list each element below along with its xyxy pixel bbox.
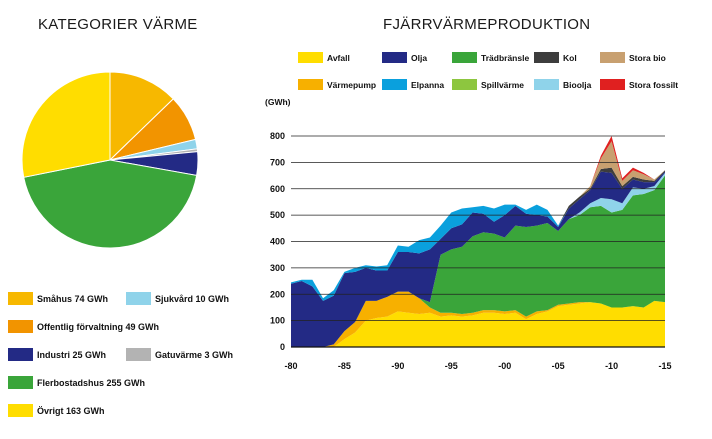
area-series-elpanna <box>291 171 665 301</box>
legend-swatch <box>452 52 477 63</box>
legend-label: Flerbostadshus 255 GWh <box>37 377 146 388</box>
area-series-värmepump <box>291 291 665 347</box>
pie-legend-item-sjukvard: Sjukvård 10 GWh <box>126 292 229 305</box>
area-legend-item-avfall: Avfall <box>298 52 350 63</box>
y-tick-label: 600 <box>270 184 285 194</box>
area-legend-item-olja: Olja <box>382 52 427 63</box>
legend-label: Bioolja <box>563 79 592 90</box>
area-legend-item-tradbransle: Trädbränsle <box>452 52 529 63</box>
x-tick-label: -90 <box>391 361 404 371</box>
legend-label: Olja <box>411 52 428 63</box>
legend-swatch <box>600 79 625 90</box>
y-tick-label: 400 <box>270 237 285 247</box>
area-legend-item-stora-bio: Stora bio <box>600 52 666 63</box>
legend-swatch <box>600 52 625 63</box>
x-tick-label: -80 <box>284 361 297 371</box>
y-tick-label: 0 <box>280 342 285 352</box>
legend-label: Värmepump <box>327 79 377 90</box>
legend-label: Övrigt 163 GWh <box>37 405 105 416</box>
pie-legend-item-industri: Industri 25 GWh <box>8 348 106 361</box>
x-tick-label: -10 <box>605 361 618 371</box>
legend-swatch <box>534 52 559 63</box>
y-tick-label: 700 <box>270 157 285 167</box>
x-tick-label: -15 <box>658 361 671 371</box>
y-tick-label: 200 <box>270 289 285 299</box>
y-tick-label: 300 <box>270 263 285 273</box>
pie-legend-item-flerbostadshus: Flerbostadshus 255 GWh <box>8 376 145 389</box>
pie-slice-småhus <box>109 71 175 162</box>
legend-swatch <box>8 320 33 333</box>
area-legend-item-bioolja: Bioolja <box>534 79 591 90</box>
legend-label: Industri 25 GWh <box>37 349 107 360</box>
legend-swatch <box>382 79 407 90</box>
legend-swatch <box>8 376 33 389</box>
area-legend-item-spillvarme: Spillvärme <box>452 79 524 90</box>
x-tick-label: -05 <box>552 361 565 371</box>
legend-label: Elpanna <box>411 79 445 90</box>
pie-slice-övrigt <box>21 71 111 178</box>
x-tick-label: -00 <box>498 361 511 371</box>
x-tick-label: -85 <box>338 361 351 371</box>
pie-legend-item-offentlig: Offentlig förvaltning 49 GWh <box>8 320 159 333</box>
legend-label: Stora fossilt <box>629 79 679 90</box>
area-legend-item-varmepump: Värmepump <box>298 79 376 90</box>
legend-swatch <box>8 292 33 305</box>
pie-legend-item-ovrigt: Övrigt 163 GWh <box>8 404 105 417</box>
legend-swatch <box>298 52 323 63</box>
x-tick-label: -95 <box>445 361 458 371</box>
area-series-trädbränsle <box>291 175 665 347</box>
y-axis-label: (GWh) <box>265 97 291 107</box>
legend-swatch <box>8 404 33 417</box>
pie-legend-item-smahus: Småhus 74 GWh <box>8 292 108 305</box>
area-legend-item-stora-fossilt: Stora fossilt <box>600 79 678 90</box>
legend-swatch <box>8 348 33 361</box>
y-tick-label: 800 <box>270 131 285 141</box>
area-legend-item-kol: Kol <box>534 52 577 63</box>
legend-label: Gatuvärme 3 GWh <box>155 349 234 360</box>
legend-swatch <box>126 292 151 305</box>
pie-legend-item-gatuvarme: Gatuvärme 3 GWh <box>126 348 233 361</box>
legend-label: Stora bio <box>629 52 666 63</box>
legend-swatch <box>452 79 477 90</box>
pie-chart-title: KATEGORIER VÄRME <box>38 16 198 33</box>
legend-swatch <box>298 79 323 90</box>
legend-label: Sjukvård 10 GWh <box>155 293 230 304</box>
legend-label: Kol <box>563 52 577 63</box>
y-tick-label: 500 <box>270 210 285 220</box>
legend-label: Spillvärme <box>481 79 524 90</box>
legend-swatch <box>126 348 151 361</box>
y-tick-label: 100 <box>270 316 285 326</box>
legend-label: Trädbränsle <box>481 52 530 63</box>
pie-slice-flerbostadshus <box>23 159 198 249</box>
legend-label: Avfall <box>327 52 350 63</box>
legend-swatch <box>534 79 559 90</box>
area-legend-item-elpanna: Elpanna <box>382 79 444 90</box>
area-chart-title: FJÄRRVÄRMEPRODUKTION <box>383 16 591 33</box>
legend-label: Småhus 74 GWh <box>37 293 109 304</box>
legend-label: Offentlig förvaltning 49 GWh <box>37 321 159 332</box>
legend-swatch <box>382 52 407 63</box>
area-series-avfall <box>291 300 665 347</box>
